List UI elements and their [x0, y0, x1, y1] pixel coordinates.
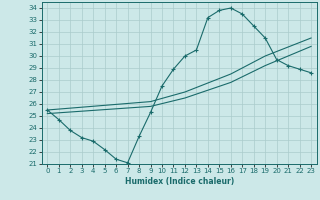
X-axis label: Humidex (Indice chaleur): Humidex (Indice chaleur): [124, 177, 234, 186]
